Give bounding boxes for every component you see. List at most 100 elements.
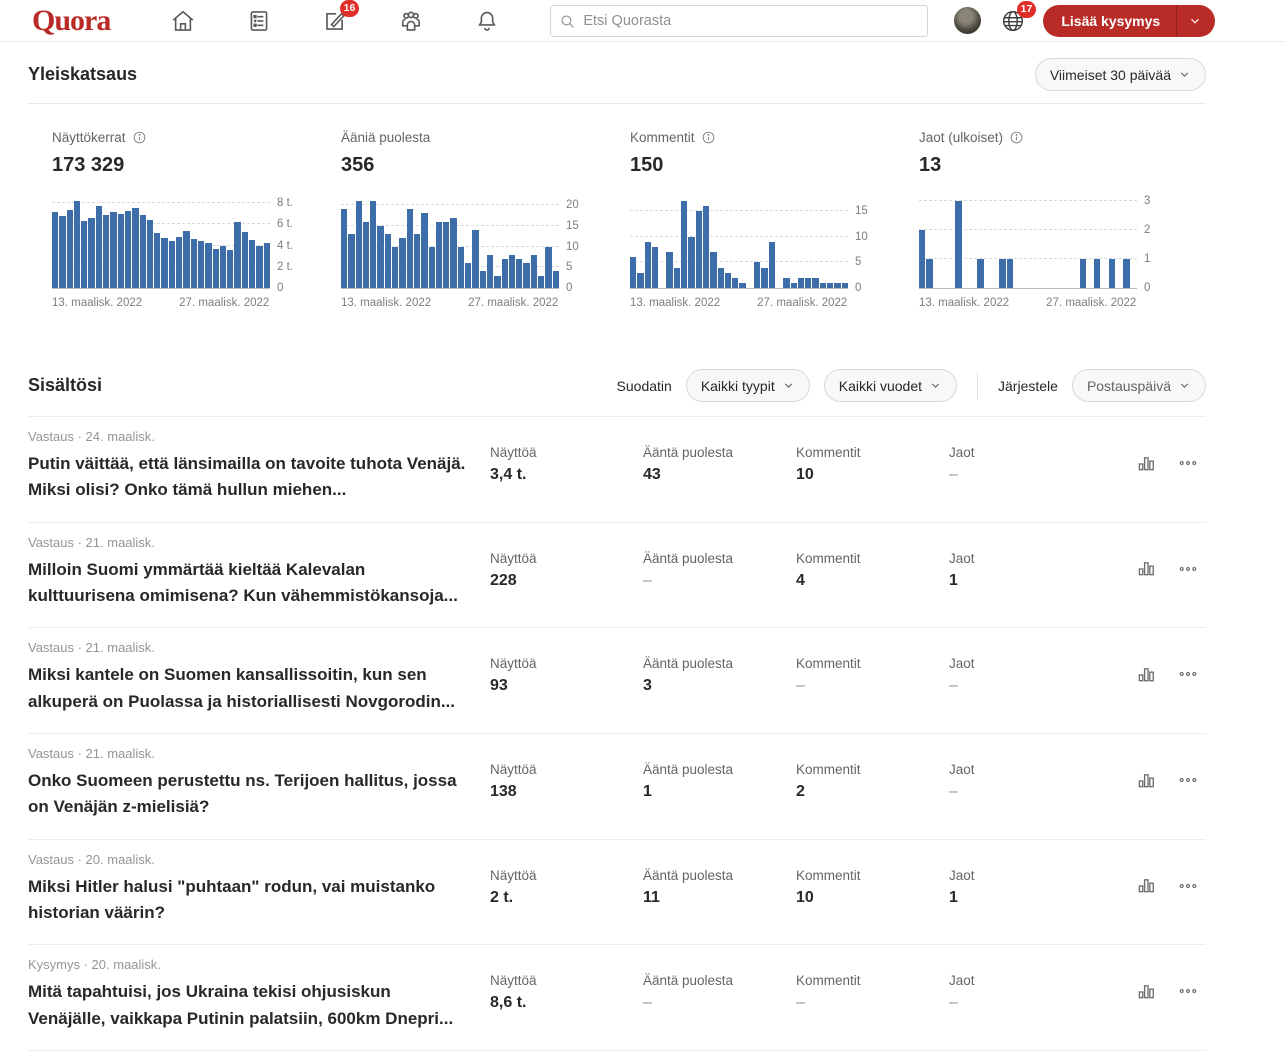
chart-ytick-label: 0 bbox=[277, 282, 284, 294]
chart-bar bbox=[630, 257, 637, 288]
content-row: Vastaus · 21. maalisk. Onko Suomeen peru… bbox=[28, 734, 1206, 840]
chart-bar bbox=[797, 277, 805, 288]
row-stat-views: Näyttöä 3,4 t. bbox=[490, 429, 643, 484]
chart-bar bbox=[768, 241, 775, 288]
chart-bar bbox=[370, 201, 377, 288]
chart-bar bbox=[205, 243, 212, 288]
chart-bar bbox=[249, 240, 256, 288]
row-meta: Vastaus · 21. maalisk. bbox=[28, 640, 155, 656]
row-more-options-icon[interactable] bbox=[1178, 559, 1198, 579]
row-more-options-icon[interactable] bbox=[1178, 876, 1198, 896]
filter-type-dropdown[interactable]: Kaikki tyypit bbox=[685, 369, 810, 402]
chart-x-axis: 13. maalisk. 2022 27. maalisk. 2022 bbox=[52, 297, 341, 313]
info-icon[interactable] bbox=[1009, 130, 1024, 145]
date-range-selector[interactable]: Viimeiset 30 päivää bbox=[1034, 58, 1206, 91]
row-more-options-icon[interactable] bbox=[1178, 664, 1198, 684]
chart-xtick-label: 13. maalisk. 2022 bbox=[630, 297, 721, 309]
views-value: 228 bbox=[490, 571, 517, 589]
row-stats-icon[interactable] bbox=[1137, 876, 1156, 896]
spaces-people-icon[interactable] bbox=[396, 6, 426, 36]
filter-year-dropdown[interactable]: Kaikki vuodet bbox=[823, 369, 958, 402]
chart-bar bbox=[154, 232, 161, 288]
chart-bar bbox=[805, 277, 812, 288]
search-input[interactable] bbox=[550, 4, 929, 37]
row-title[interactable]: Miksi kantele on Suomen kansallissoitin,… bbox=[28, 665, 456, 711]
chart-bar bbox=[384, 234, 392, 288]
add-question-dropdown[interactable] bbox=[1176, 4, 1215, 37]
chart-bar bbox=[732, 277, 739, 288]
comments-value: 10 bbox=[796, 466, 814, 483]
chart-xtick-label: 27. maalisk. 2022 bbox=[468, 297, 559, 309]
row-stats-icon[interactable] bbox=[1137, 559, 1156, 579]
row-more-options-icon[interactable] bbox=[1178, 453, 1198, 473]
content-row: Vastaus · 21. maalisk. Milloin Suomi ymm… bbox=[28, 523, 1206, 629]
row-stat-upvotes: Ääntä puolesta – bbox=[643, 957, 796, 1012]
info-icon[interactable] bbox=[132, 130, 147, 145]
chart-gridline bbox=[341, 224, 559, 226]
comments-value: 4 bbox=[796, 571, 805, 589]
row-more-options-icon[interactable] bbox=[1178, 981, 1198, 1001]
chart-bar bbox=[479, 271, 486, 288]
row-stats-icon[interactable] bbox=[1137, 770, 1156, 790]
row-stat-views: Näyttöä 228 bbox=[490, 535, 643, 590]
row-stats-icon[interactable] bbox=[1137, 453, 1156, 473]
nav-icons: 16 bbox=[168, 0, 502, 36]
chart-bar bbox=[176, 237, 183, 288]
row-title[interactable]: Miksi Hitler halusi "puhtaan" rodun, vai… bbox=[28, 876, 436, 923]
row-title[interactable]: Mitä tapahtuisi, jos Ukraina tekisi ohju… bbox=[28, 982, 454, 1028]
sort-value-label: Postauspäivä bbox=[1086, 377, 1171, 394]
chart-bar bbox=[377, 225, 384, 288]
row-stat-views: Näyttöä 138 bbox=[490, 746, 643, 801]
avatar[interactable] bbox=[954, 7, 982, 34]
chart-gridline bbox=[52, 223, 270, 225]
chart-gridline bbox=[341, 204, 559, 206]
chart-ytick-label: 0 bbox=[855, 282, 862, 294]
chart-bar bbox=[508, 254, 516, 288]
chart-bar bbox=[1079, 259, 1086, 288]
row-title[interactable]: Putin väittää, että länsimailla on tavoi… bbox=[28, 454, 466, 500]
chart-ytick-label: 1 bbox=[1144, 253, 1151, 265]
notifications-bell-icon[interactable] bbox=[472, 6, 502, 36]
chart-bar bbox=[552, 271, 559, 288]
language-globe-icon[interactable]: 17 bbox=[999, 0, 1037, 35]
chart-bar bbox=[88, 217, 95, 288]
lists-icon[interactable] bbox=[244, 6, 274, 36]
upvotes-value: 11 bbox=[643, 888, 660, 906]
chart-bar bbox=[392, 246, 399, 288]
chart-ytick-label: 5 bbox=[566, 261, 573, 274]
add-question-button[interactable]: Lisää kysymys bbox=[1043, 4, 1216, 37]
chart-bar bbox=[919, 230, 926, 288]
chart-bar bbox=[161, 238, 168, 288]
row-stat-comments: Kommentit 4 bbox=[796, 535, 949, 590]
row-title[interactable]: Onko Suomeen perustettu ns. Terijoen hal… bbox=[28, 771, 457, 817]
stat-value: 150 bbox=[630, 154, 664, 176]
chart-bar bbox=[59, 215, 66, 288]
chart-gridline bbox=[52, 202, 270, 204]
row-stats-icon[interactable] bbox=[1137, 981, 1156, 1001]
row-stats-icon[interactable] bbox=[1137, 664, 1156, 684]
row-more-options-icon[interactable] bbox=[1178, 770, 1198, 790]
views-header: Näyttöä bbox=[490, 550, 537, 566]
upvotes-value: – bbox=[643, 571, 652, 589]
upvotes-value: 43 bbox=[643, 466, 661, 483]
chart-bar bbox=[256, 245, 263, 288]
chart-bar bbox=[812, 277, 819, 288]
chart-bar bbox=[52, 211, 59, 288]
comments-value: 2 bbox=[796, 783, 805, 801]
chart-bar bbox=[212, 248, 219, 288]
content-row: Vastaus · 24. maalisk. Putin väittää, et… bbox=[28, 417, 1206, 523]
row-stat-comments: Kommentit 10 bbox=[796, 852, 949, 907]
chart-gridline bbox=[52, 265, 270, 267]
drafts-edit-icon[interactable]: 16 bbox=[320, 0, 360, 36]
chart-ytick-label: 6 t. bbox=[277, 218, 293, 231]
shares-header: Jaot bbox=[949, 762, 975, 778]
home-icon[interactable] bbox=[168, 6, 198, 36]
comments-header: Kommentit bbox=[796, 762, 861, 778]
views-header: Näyttöä bbox=[490, 867, 537, 883]
quora-logo[interactable]: Quora bbox=[32, 3, 111, 37]
sort-dropdown[interactable]: Postauspäivä bbox=[1071, 369, 1206, 402]
info-icon[interactable] bbox=[701, 130, 716, 145]
filter-year-label: Kaikki vuodet bbox=[838, 377, 923, 394]
chart-gridline bbox=[341, 245, 559, 247]
row-title[interactable]: Milloin Suomi ymmärtää kieltää Kalevalan… bbox=[28, 559, 458, 606]
